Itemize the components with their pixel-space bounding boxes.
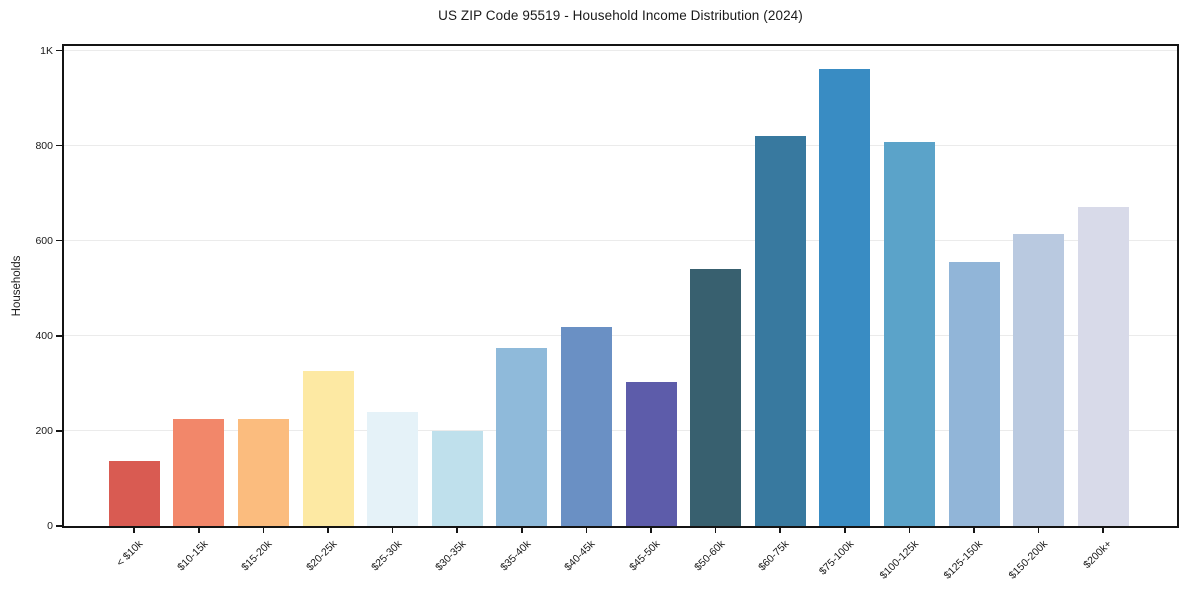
x-tick-label: $30-35k: [433, 538, 469, 574]
bar-$20-25k: [302, 371, 354, 526]
bar-$75-100k: [819, 68, 871, 526]
x-tick-label: $200k+: [1081, 538, 1115, 572]
x-tick-label: $45-50k: [627, 538, 663, 574]
x-tick-mark: [327, 528, 329, 533]
x-tick-mark: [779, 528, 781, 533]
y-tick-label: 800: [35, 139, 53, 152]
x-tick-mark: [1102, 528, 1104, 533]
gridline-1K: [64, 49, 1177, 51]
x-tick-mark: [973, 528, 975, 533]
y-tick-label: 600: [35, 234, 53, 247]
x-tick-mark: [714, 528, 717, 533]
x-tick-label: $20-25k: [304, 538, 340, 574]
x-tick-mark: [133, 528, 135, 533]
bar-$45-50k: [625, 381, 677, 526]
x-tick-mark: [456, 528, 458, 533]
x-tick-label: $25-30k: [368, 538, 405, 574]
y-axis-label: Households: [11, 255, 23, 317]
x-tick-label: $35-40k: [497, 538, 534, 574]
bar-$25-30k: [367, 411, 419, 526]
bar-$150-200k: [1013, 233, 1065, 526]
y-tick-label: 0: [47, 520, 53, 532]
bar-$60-75k: [754, 136, 806, 526]
x-tick-mark: [391, 528, 394, 533]
y-tick-label: 400: [35, 329, 53, 342]
x-tick-label: < $10k: [114, 538, 146, 569]
bar-$125-150k: [948, 262, 1000, 526]
bar-$200k+: [1077, 207, 1129, 526]
x-tick-label: $125-150k: [941, 538, 986, 582]
x-tick-mark: [908, 528, 911, 533]
x-tick-label: $40-45k: [562, 538, 598, 574]
gridline-800: [64, 144, 1177, 146]
x-tick-mark: [844, 528, 846, 533]
x-tick-label: $150-200k: [1006, 538, 1051, 582]
x-tick-mark: [650, 528, 652, 533]
x-tick-label: $100-125k: [877, 538, 921, 582]
gridline-400: [64, 334, 1177, 336]
x-tick-mark: [521, 528, 523, 533]
chart-title: US ZIP Code 95519 - Household Income Dis…: [438, 8, 803, 23]
bar-$40-45k: [560, 327, 612, 526]
gridline-600: [64, 239, 1177, 241]
y-tick-label: 200: [35, 424, 53, 437]
y-tick-label: 1K: [40, 44, 53, 57]
x-tick-mark: [1037, 528, 1040, 533]
x-tick-label: $60-75k: [756, 538, 792, 574]
bar-$35-40k: [496, 347, 548, 526]
bar-$10-15k: [173, 419, 225, 526]
bar-< $10k: [108, 461, 160, 526]
x-tick-label: $75-100k: [816, 538, 857, 578]
x-tick-label: $15-20k: [239, 538, 275, 574]
bar-$15-20k: [237, 419, 289, 526]
x-tick-mark: [585, 528, 588, 533]
plot-area: [62, 44, 1179, 528]
x-tick-label: $10-15k: [174, 538, 211, 574]
bar-$50-60k: [690, 269, 742, 526]
gridline-200: [64, 429, 1177, 431]
bar-$100-125k: [883, 142, 935, 526]
bar-$30-35k: [431, 430, 483, 526]
x-tick-mark: [262, 528, 265, 533]
x-tick-label: $50-60k: [691, 538, 728, 574]
x-tick-mark: [198, 528, 200, 533]
